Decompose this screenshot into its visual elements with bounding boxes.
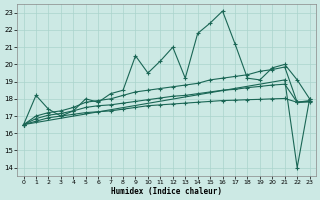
X-axis label: Humidex (Indice chaleur): Humidex (Indice chaleur) (111, 187, 222, 196)
